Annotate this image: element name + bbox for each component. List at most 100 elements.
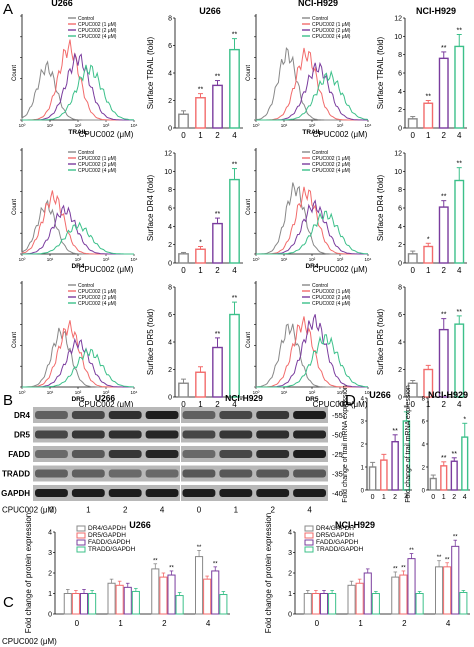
y-tick-label: 4 xyxy=(168,71,172,78)
blot-lane-label: 0 xyxy=(197,506,202,515)
significance-mark: ** xyxy=(404,405,410,412)
row-x-axis-label: CPUC002 (μM) xyxy=(79,265,134,274)
blot-band-lane-8 xyxy=(293,489,326,497)
blot-kda-marker: -50 xyxy=(332,431,343,440)
x-tick-label: 2 xyxy=(162,619,167,628)
blot-band-lane-8 xyxy=(293,411,326,419)
legend-label: FADD/GAPDH xyxy=(316,539,359,546)
y-tick-label: 0 xyxy=(398,126,402,133)
flow-histogram-6 xyxy=(254,281,369,389)
flow-legend-label: CPUC002 (1 μM) xyxy=(78,289,117,295)
legend-swatch xyxy=(304,525,314,532)
flow-legend xyxy=(302,17,310,37)
legend-label: FADD/GAPDH xyxy=(88,539,131,546)
legend-swatch xyxy=(76,525,86,532)
y-tick-label: 8 xyxy=(398,285,402,292)
blot-band-lane-2 xyxy=(71,450,105,458)
x-tick-label: 1 xyxy=(118,619,123,628)
blot-band-lane-7 xyxy=(256,450,290,458)
legend-label: DR4/GAPDH xyxy=(316,525,354,532)
bar-fadd-gapdh-4 xyxy=(211,570,220,615)
blot-band-lane-1 xyxy=(35,411,68,419)
blot-band-lane-4 xyxy=(145,430,179,439)
y-tick-label: 6 xyxy=(168,206,172,213)
legend-swatch xyxy=(76,546,86,553)
flow-legend-label: CPUC002 (1 μM) xyxy=(312,156,351,162)
legend-label: DR4/GAPDH xyxy=(88,525,126,532)
x-tick-label: 4 xyxy=(232,400,237,409)
bar-4 xyxy=(229,48,240,129)
flow-x-tick-label: 10⁰ xyxy=(253,123,260,128)
y-tick-label: 8 xyxy=(422,397,426,403)
significance-mark: ** xyxy=(215,74,221,81)
significance-mark: ** xyxy=(441,194,447,201)
bar-2 xyxy=(438,328,449,398)
flow-legend xyxy=(68,151,76,171)
bar-tradd-gapdh-2 xyxy=(415,593,424,615)
y-axis-label: Fold change of trail mRNA expression xyxy=(342,385,349,503)
y-tick-label: 2 xyxy=(168,98,172,105)
blot-band-lane-2 xyxy=(71,489,105,497)
y-tick-label: 3 xyxy=(48,550,52,557)
blot-group-label-u266: U266 xyxy=(95,393,116,403)
y-tick-label: 6 xyxy=(398,312,402,319)
bar-dr5-gapdh-4 xyxy=(443,566,452,615)
y-tick-label: 0 xyxy=(398,261,402,268)
x-tick-label: 1 xyxy=(426,131,431,140)
chart-title: U266 xyxy=(129,520,151,530)
flow-y-label: Count xyxy=(12,199,18,215)
y-tick-label: 2 xyxy=(361,443,365,449)
flow-histogram-1 xyxy=(20,14,135,122)
flow-x-tick-label: 10⁴ xyxy=(365,390,372,395)
bar-fadd-gapdh-0 xyxy=(79,593,89,615)
blot-row-label: DR5 xyxy=(14,431,31,440)
blot-band-lane-3 xyxy=(108,489,142,497)
y-axis-label: Surface TRAIL (fold) xyxy=(146,36,155,109)
x-tick-label: 4 xyxy=(446,619,451,628)
y-tick-label: 0 xyxy=(361,489,365,495)
bar-dr5-gapdh-1 xyxy=(355,582,364,615)
flow-title: NCI-H929 xyxy=(298,0,338,8)
flow-legend xyxy=(68,284,76,304)
flow-curve-cpuc002-4um xyxy=(256,210,369,255)
flow-curve-cpuc002-2um xyxy=(256,199,368,255)
bar-dr5-gapdh-2 xyxy=(159,576,168,615)
flow-x-tick-label: 10⁰ xyxy=(253,257,260,262)
flow-x-tick-label: 10² xyxy=(75,123,82,128)
y-tick-label: 4 xyxy=(168,340,172,347)
blot-x-axis-label: CPUC002 (μM) xyxy=(2,506,57,515)
flow-legend xyxy=(302,151,310,171)
blot-band-lane-5 xyxy=(182,411,216,419)
flow-legend-label: CPUC002 (4 μM) xyxy=(312,34,351,40)
flow-title: U266 xyxy=(51,0,73,8)
chart-title: NCI-H929 xyxy=(335,520,375,530)
y-tick-label: 2 xyxy=(422,466,426,472)
blot-band-lane-6 xyxy=(219,430,253,439)
bar-tradd-gapdh-1 xyxy=(371,593,380,615)
bar-4 xyxy=(229,313,240,398)
y-tick-label: 8 xyxy=(168,16,172,23)
significance-mark: ** xyxy=(197,545,202,551)
blot-kda-header: kDa xyxy=(338,399,352,408)
blot-row-label: TRADD xyxy=(2,470,30,479)
legend-swatch xyxy=(304,546,314,553)
y-tick-label: 12 xyxy=(394,151,402,158)
flow-legend-label: CPUC002 (1 μM) xyxy=(312,289,351,295)
y-tick-label: 10 xyxy=(394,169,402,176)
flow-x-tick-label: 10⁴ xyxy=(365,123,372,128)
flow-x-tick-label: 10³ xyxy=(103,390,110,395)
blot-band-lane-5 xyxy=(182,489,216,497)
y-axis-label: Fold change of protein expression xyxy=(24,513,33,634)
bar-legend xyxy=(76,525,86,553)
bar-2 xyxy=(212,84,223,129)
flow-x-tick-label: 10³ xyxy=(337,257,344,262)
row-x-axis-label: CPUC002 (μM) xyxy=(313,130,368,139)
flow-legend xyxy=(68,17,76,37)
blot-kda-marker: -55 xyxy=(332,411,343,420)
blot-row-gapdh xyxy=(33,485,328,501)
flow-curve-cpuc002-1um xyxy=(22,320,134,388)
flow-curve-cpuc002-4um xyxy=(22,347,134,388)
blot-kda-marker: -40 xyxy=(332,489,343,498)
